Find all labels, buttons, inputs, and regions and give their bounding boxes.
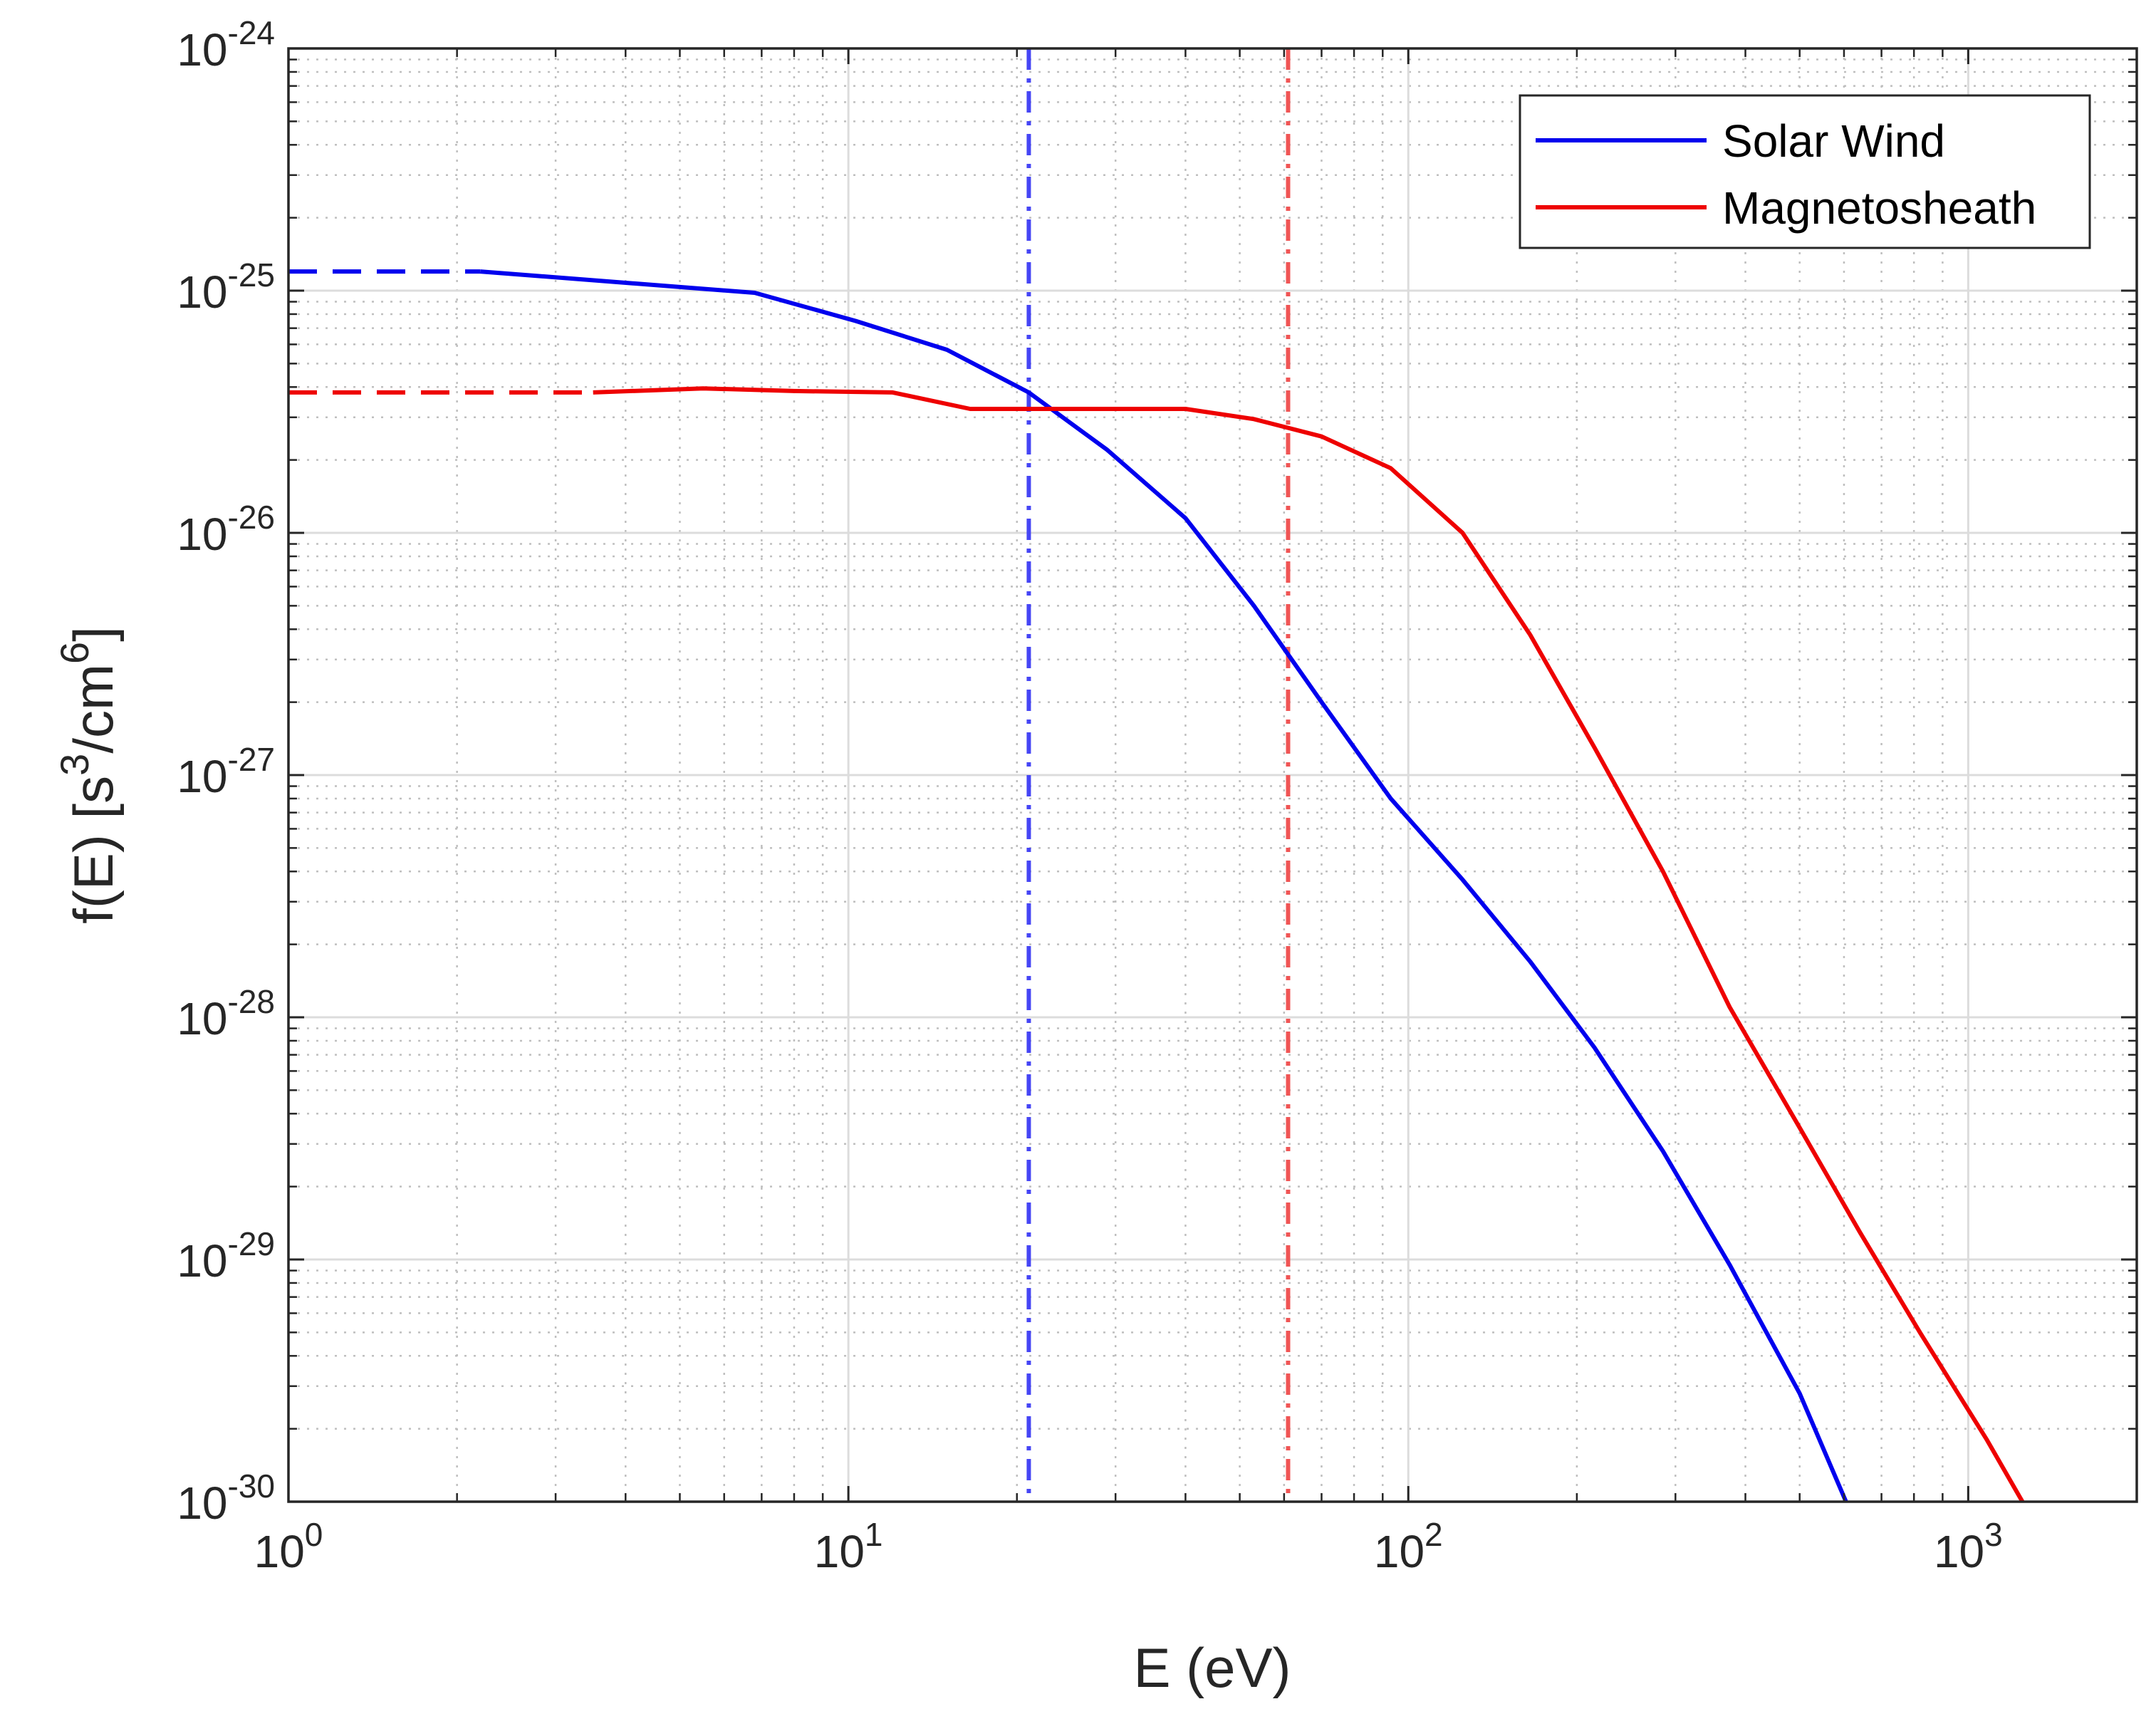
- y-tick-label-exponent: -25: [228, 256, 275, 294]
- y-axis-label-sup1: 3: [52, 754, 97, 776]
- data-series: [288, 269, 2025, 1503]
- y-tick-label-base: 10: [177, 509, 227, 560]
- y-tick-label: 10-24: [177, 14, 275, 76]
- x-tick-label-exponent: 1: [865, 1516, 883, 1553]
- solar-wind-line: [479, 269, 1848, 1503]
- x-tick-label-base: 10: [1934, 1526, 1984, 1577]
- y-tick-label-exponent: -27: [228, 741, 275, 778]
- legend-label-solar-wind: Solar Wind: [1722, 115, 1945, 167]
- y-tick-label-base: 10: [177, 24, 227, 76]
- y-tick-label-exponent: -28: [228, 983, 275, 1020]
- y-tick-label-base: 10: [177, 1235, 227, 1287]
- y-tick-label: 10-28: [177, 983, 275, 1044]
- y-tick-label-exponent: -24: [228, 14, 275, 51]
- y-axis-label-end: ]: [62, 626, 125, 642]
- x-tick-label-exponent: 3: [1984, 1516, 2003, 1553]
- vertical-markers: [1026, 48, 1291, 1502]
- y-axis-label-sup2: 6: [52, 642, 97, 664]
- x-tick-label: 100: [254, 1516, 323, 1577]
- x-tick-label-base: 10: [254, 1526, 305, 1577]
- x-tick-label: 101: [814, 1516, 883, 1577]
- y-tick-label: 10-29: [177, 1225, 275, 1287]
- legend: Solar Wind Magnetosheath: [1519, 94, 2091, 249]
- x-axis-label: E (eV): [1133, 1636, 1291, 1699]
- y-tick-label-exponent: -30: [228, 1468, 275, 1505]
- tick-marks: [287, 47, 2138, 1503]
- y-tick-label-exponent: -29: [228, 1225, 275, 1262]
- y-tick-label-base: 10: [177, 993, 227, 1044]
- x-tick-label-exponent: 0: [305, 1516, 323, 1553]
- y-tick-label: 10-25: [177, 256, 275, 318]
- y-tick-label: 10-27: [177, 741, 275, 802]
- x-tick-label-exponent: 2: [1425, 1516, 1443, 1553]
- x-tick-labels: 100 101 102 103: [254, 1516, 2003, 1577]
- y-tick-label-base: 10: [177, 1477, 227, 1529]
- magnetosheath-line: [593, 386, 2025, 1503]
- y-tick-label-exponent: -26: [228, 499, 275, 536]
- y-axis-label-mid: /cm: [62, 664, 125, 754]
- x-tick-label-base: 10: [814, 1526, 865, 1577]
- x-tick-label-base: 10: [1374, 1526, 1425, 1577]
- legend-box: [1519, 94, 2091, 249]
- legend-label-magnetosheath: Magnetosheath: [1722, 182, 2036, 234]
- y-tick-label: 10-26: [177, 499, 275, 560]
- x-tick-label: 102: [1374, 1516, 1443, 1577]
- y-tick-label-base: 10: [177, 751, 227, 802]
- y-axis-label: f(E) [s3/cm6]: [52, 626, 125, 924]
- y-tick-label-base: 10: [177, 266, 227, 318]
- x-tick-label: 103: [1934, 1516, 2003, 1577]
- y-axis-label-main: f(E) [s: [62, 776, 125, 924]
- y-tick-label: 10-30: [177, 1468, 275, 1529]
